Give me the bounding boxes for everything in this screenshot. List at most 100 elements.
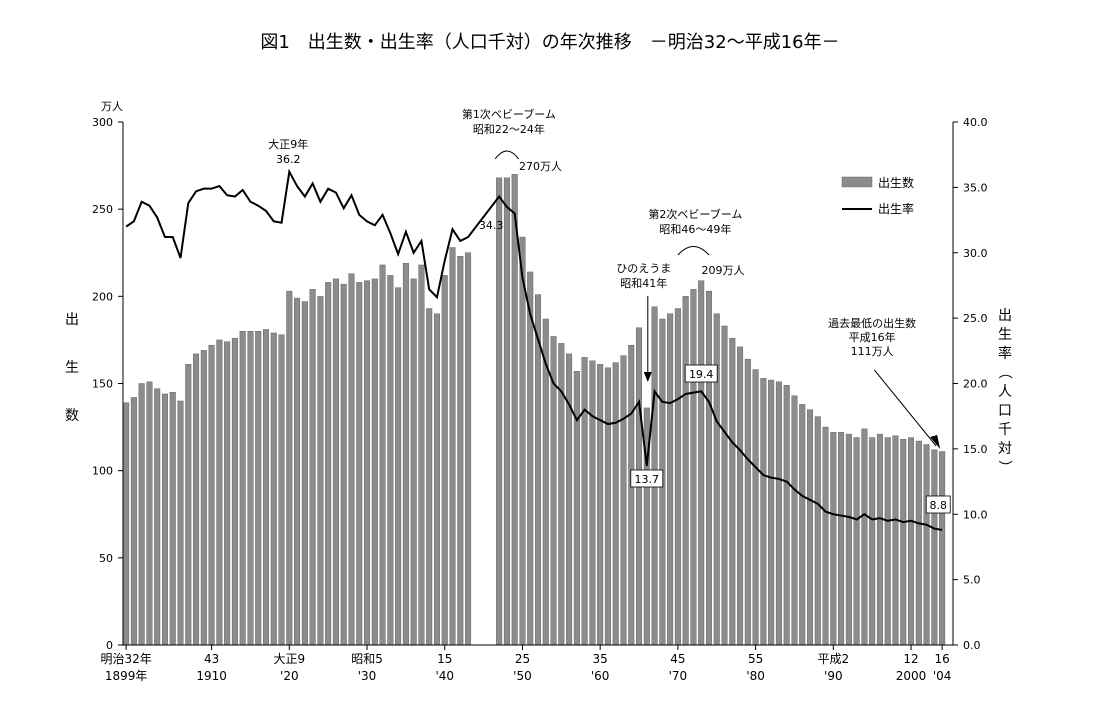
birth-rate-line [125, 168, 943, 531]
bar [348, 273, 355, 646]
bar [612, 362, 619, 646]
bar [760, 378, 767, 646]
bar [161, 393, 168, 646]
bar [410, 278, 417, 646]
bar [900, 439, 907, 646]
x-tick-label: '70 [669, 669, 688, 683]
x-tick-label: '30 [358, 669, 377, 683]
bar [620, 355, 627, 646]
bar [768, 379, 775, 646]
bar [566, 353, 573, 646]
bar [130, 397, 137, 646]
y-tick-label-left: 300 [92, 116, 113, 129]
y-axis-title-right: 率 [998, 345, 1012, 362]
annotations: 大正9年36.2第1次ベビーブーム昭和22～24年270万人34.3ひのえうま昭… [268, 107, 951, 514]
y-axis-title-right: 生 [998, 327, 1012, 343]
bar [216, 339, 223, 646]
bar [465, 252, 472, 646]
bar [876, 433, 883, 646]
bar [441, 275, 448, 646]
bar [791, 395, 798, 646]
bar [418, 264, 425, 646]
bar [511, 174, 518, 646]
bar [752, 369, 759, 646]
bar [286, 290, 293, 646]
bar [247, 331, 254, 646]
bar [364, 280, 371, 646]
bar [674, 308, 681, 646]
bar [721, 325, 728, 646]
annotation-text: 209万人 [701, 264, 744, 277]
line-series [125, 168, 943, 531]
bar [449, 247, 456, 646]
y-tick-label-left: 50 [99, 552, 113, 565]
annotation-text: ひのえうま [616, 262, 671, 275]
bar [915, 440, 922, 646]
arrow-line [874, 369, 937, 447]
bar [744, 358, 751, 646]
arrow-head [643, 372, 652, 382]
bar [496, 177, 503, 646]
bar [690, 289, 697, 646]
annotation-text: 第1次ベビーブーム [462, 107, 556, 121]
x-tick-label: 15 [437, 652, 452, 666]
label-box [684, 364, 718, 383]
bar [309, 289, 316, 646]
y-axis-title-right: （ [996, 365, 1012, 379]
bar [869, 437, 876, 646]
bar [224, 341, 231, 646]
bar-series [123, 174, 946, 646]
x-tick-label: '50 [513, 669, 532, 683]
bar [807, 409, 814, 646]
bar [775, 381, 782, 646]
bar [527, 271, 534, 646]
y-tick-label-right: 30.0 [963, 247, 988, 260]
bar [892, 435, 899, 646]
x-tick-label: '90 [824, 669, 843, 683]
bar [387, 275, 394, 646]
x-tick-label: '04 [933, 669, 952, 683]
y-tick-label-left: 250 [92, 203, 113, 216]
annotation-text: 平成16年 [849, 330, 896, 344]
bar [705, 290, 712, 646]
bar [294, 297, 301, 646]
bar [573, 371, 580, 646]
bar [317, 296, 324, 646]
x-tick-label: 43 [204, 652, 219, 666]
brace [677, 246, 710, 256]
x-tick-label: 1910 [196, 669, 227, 683]
annotation-text: 過去最低の出生数 [828, 316, 916, 330]
bar [939, 451, 946, 646]
annotation-text: 36.2 [276, 153, 301, 166]
x-tick-label: 16 [934, 652, 949, 666]
bar [682, 296, 689, 646]
x-tick-label: 12 [903, 652, 918, 666]
bar [783, 385, 790, 646]
y-tick-label-right: 5.0 [963, 574, 981, 587]
x-tick-label: 55 [748, 652, 763, 666]
annotation-text: 34.3 [479, 219, 504, 232]
label-box [630, 469, 664, 488]
bar [884, 437, 891, 646]
bar [814, 416, 821, 646]
bar [433, 313, 440, 646]
y-tick-label-right: 25.0 [963, 312, 988, 325]
bar [177, 400, 184, 646]
bar [146, 381, 153, 646]
bar [503, 177, 510, 646]
annotation-text: 270万人 [519, 160, 562, 173]
bar [597, 364, 604, 646]
y-axis-title-right: ） [996, 460, 1012, 474]
y-unit-left: 万人 [101, 100, 123, 113]
legend-label: 出生数 [878, 175, 914, 190]
annotation-text: 13.7 [635, 473, 660, 486]
y-tick-label-right: 20.0 [963, 378, 988, 391]
x-tick-label: 25 [515, 652, 530, 666]
bar [270, 332, 277, 646]
bar [193, 353, 200, 646]
bar [263, 329, 270, 646]
y-tick-label-left: 200 [92, 290, 113, 303]
y-tick-label-right: 15.0 [963, 443, 988, 456]
bar [255, 331, 262, 646]
